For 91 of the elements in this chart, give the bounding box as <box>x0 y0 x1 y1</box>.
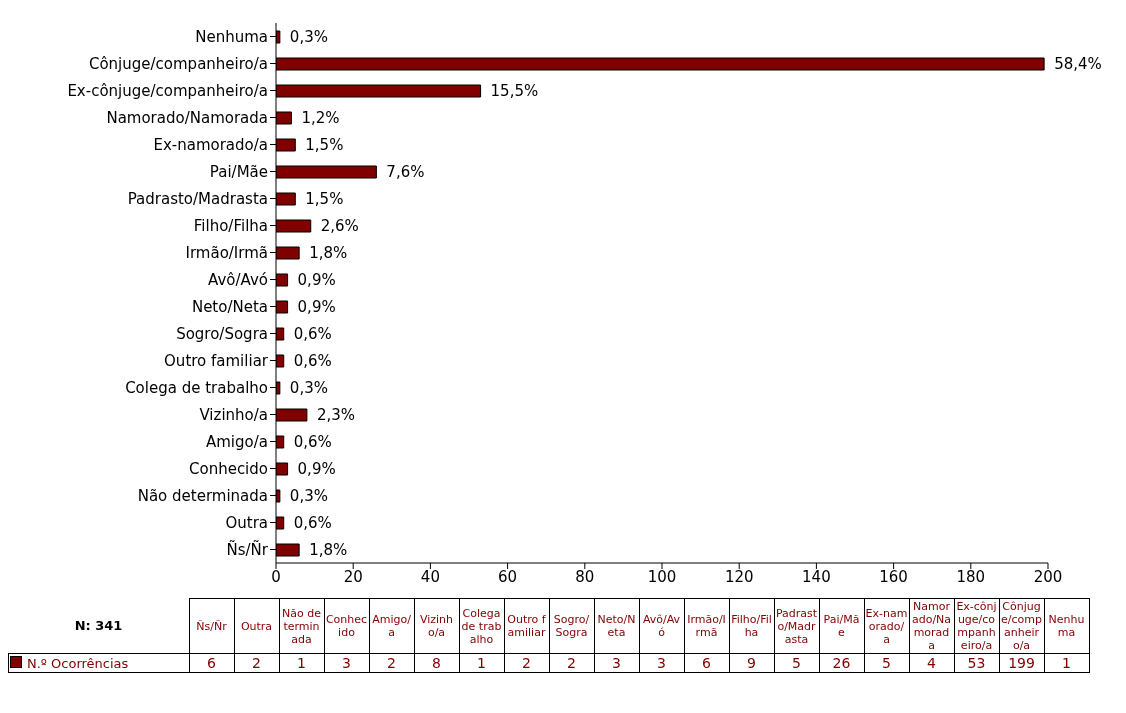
category-label: Amigo/a <box>369 598 414 654</box>
y-tick-label: Ñs/Ñr <box>226 539 269 559</box>
annotation: 15,5% <box>490 81 539 100</box>
category-label: Ex-cônjuge/companheiro/a <box>954 598 999 654</box>
data-label: 8 <box>414 653 459 673</box>
category-label: Nenhuma <box>1044 598 1089 654</box>
y-tick-label: Irmão/Irmã <box>185 243 268 262</box>
category-label: Neto/Neta <box>594 598 639 654</box>
x-tick-label: 100 <box>647 567 677 586</box>
data-label: 6 <box>684 653 729 673</box>
category-label: Outro familiar <box>504 598 549 654</box>
x-tick-label: 20 <box>343 567 363 586</box>
x-tick-label: 60 <box>498 567 518 586</box>
category-label: Avô/Avó <box>639 598 684 654</box>
y-tick-label: Cônjuge/companheiro/a <box>88 54 268 73</box>
annotation: 2,3% <box>316 405 355 424</box>
annotation: 1,8% <box>309 540 348 559</box>
data-label: 3 <box>324 653 369 673</box>
y-tick-label: Pai/Mãe <box>209 162 268 181</box>
data-label: 9 <box>729 653 774 673</box>
annotation: 58,4% <box>1054 54 1102 73</box>
data-label: 53 <box>954 653 999 673</box>
annotation: 0,9% <box>297 270 336 289</box>
category-label: Padrasto/Madrasta <box>774 598 819 654</box>
data-label: 4 <box>909 653 954 673</box>
annotation: 0,3% <box>289 486 328 505</box>
y-tick-label: Não determinada <box>137 486 268 505</box>
y-tick-label: Avô/Avó <box>208 270 268 289</box>
y-tick-label: Amigo/a <box>206 432 268 451</box>
x-tick-label: 140 <box>802 567 831 586</box>
annotation: 1,8% <box>309 243 348 262</box>
y-tick-label: Ex-namorado/a <box>153 135 268 154</box>
category-label: Namorado/Namorada <box>909 598 954 654</box>
category-label: Pai/Mãe <box>819 598 864 654</box>
y-tick-label: Colega de trabalho <box>125 378 268 397</box>
y-tick-label: Neto/Neta <box>191 297 268 316</box>
text: N: 341 <box>73 617 124 636</box>
annotation: 0,3% <box>289 378 328 397</box>
data-label: 2 <box>549 653 594 673</box>
y-tick-label: Outra <box>225 513 268 532</box>
data-label: 5 <box>864 653 909 673</box>
x-tick-label: 40 <box>420 567 440 586</box>
data-label: 2 <box>504 653 549 673</box>
y-tick-label: Nenhuma <box>195 27 268 46</box>
category-label: Não determinada <box>279 598 324 654</box>
category-label: Filho/Filha <box>729 598 774 654</box>
data-label: 1 <box>459 653 504 673</box>
data-label: 1 <box>279 653 324 673</box>
y-tick-label: Ex-cônjuge/companheiro/a <box>67 81 268 100</box>
annotation: 0,6% <box>293 432 332 451</box>
y-tick-label: Filho/Filha <box>193 216 268 235</box>
data-label: 2 <box>234 653 279 673</box>
y-tick-label: Sogro/Sogra <box>176 324 268 343</box>
y-tick-label: Outro familiar <box>164 351 269 370</box>
data-label: 1 <box>1044 653 1089 673</box>
y-tick-label: Padrasto/Madrasta <box>127 189 268 208</box>
data-label: 5 <box>774 653 819 673</box>
annotation: 0,3% <box>289 27 328 46</box>
x-tick-label: 200 <box>1033 567 1063 586</box>
annotation: 0,6% <box>293 351 332 370</box>
data-label: 3 <box>639 653 684 673</box>
category-label: Sogro/Sogra <box>549 598 594 654</box>
annotation: 2,6% <box>320 216 359 235</box>
annotation: 1,5% <box>305 189 344 208</box>
data-label: 3 <box>594 653 639 673</box>
data-label: 26 <box>819 653 864 673</box>
category-label: Ex-namorado/a <box>864 598 909 654</box>
x-tick-label: 120 <box>724 567 754 586</box>
y-tick-label: Namorado/Namorada <box>106 108 268 127</box>
x-tick-label: 0 <box>271 567 281 586</box>
annotation: 1,5% <box>305 135 344 154</box>
y-tick-label: Vizinho/a <box>199 405 268 424</box>
category-label: Vizinho/a <box>414 598 459 654</box>
data-label: 6 <box>189 653 234 673</box>
category-label: Cônjuge/companheiro/a <box>999 598 1044 654</box>
annotation: 0,9% <box>297 297 336 316</box>
y-tick-label: Conhecido <box>188 459 268 478</box>
legend-label: N.º Ocorrências <box>26 655 129 671</box>
annotation: 1,2% <box>301 108 340 127</box>
category-label: Conhecido <box>324 598 369 654</box>
x-tick-label: 180 <box>956 567 986 586</box>
x-tick-label: 160 <box>879 567 908 586</box>
category-label: Colega de trabalho <box>459 598 504 654</box>
annotation: 0,9% <box>297 459 336 478</box>
x-tick-label: 80 <box>575 567 595 586</box>
data-label: 2 <box>369 653 414 673</box>
annotation: 0,6% <box>293 513 332 532</box>
annotation: 7,6% <box>386 162 425 181</box>
category-label: Irmão/Irmã <box>684 598 729 654</box>
data-label: 199 <box>999 653 1044 673</box>
annotation: 0,6% <box>293 324 332 343</box>
